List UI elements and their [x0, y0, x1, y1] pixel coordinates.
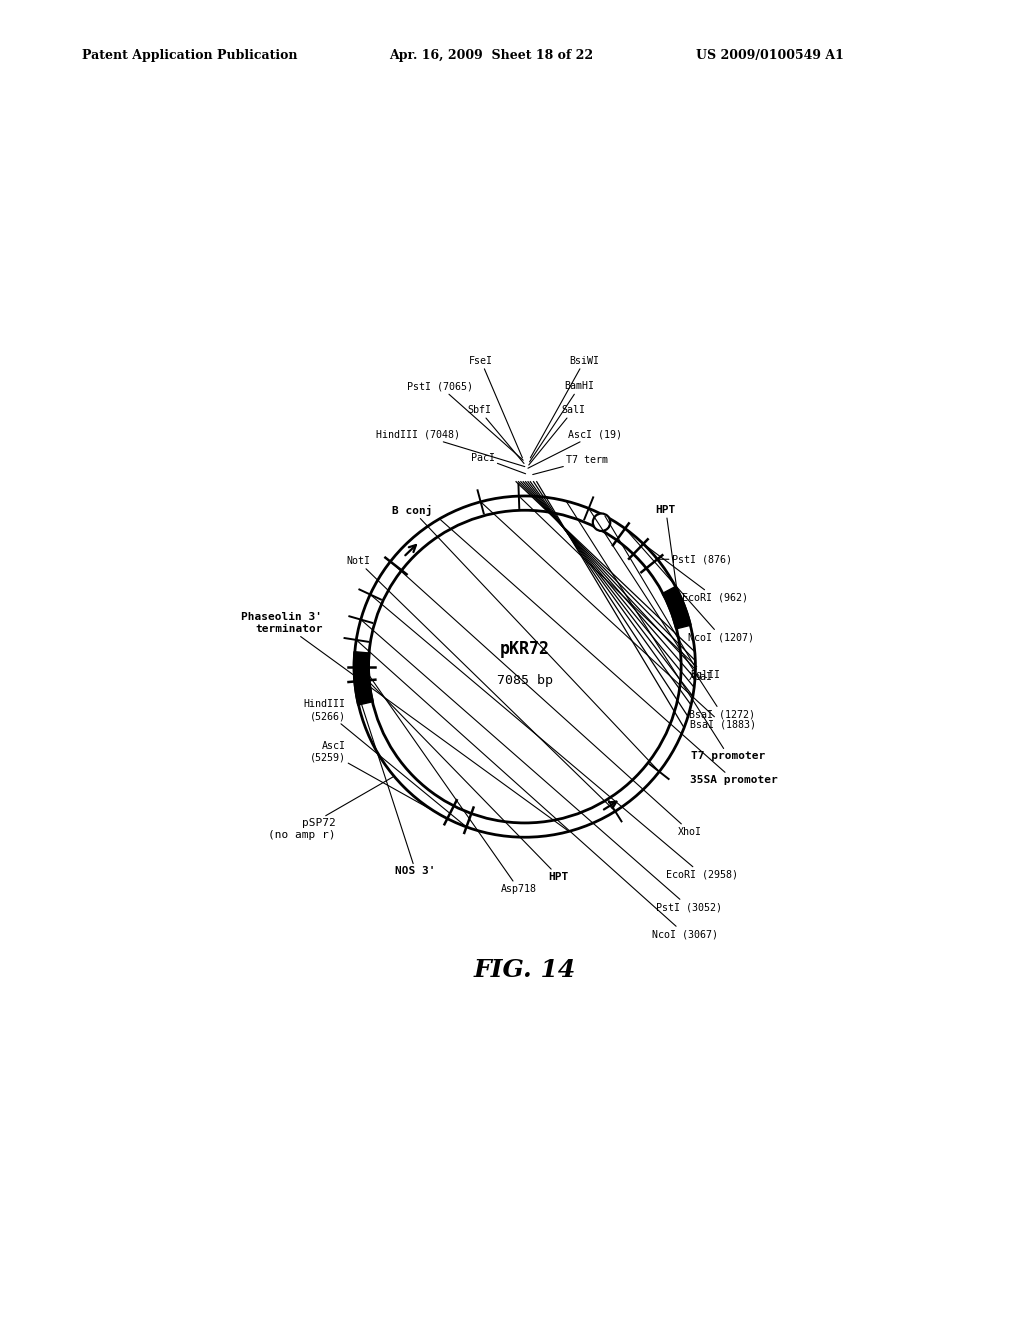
Text: XhoI: XhoI	[390, 561, 702, 837]
Text: T7 term: T7 term	[532, 455, 608, 475]
Text: 7085 bp: 7085 bp	[497, 675, 553, 688]
Text: Patent Application Publication: Patent Application Publication	[82, 49, 297, 62]
Text: EcoRI (962): EcoRI (962)	[643, 544, 748, 602]
Text: BsaI (1883): BsaI (1883)	[480, 502, 756, 730]
Text: HPT: HPT	[655, 506, 677, 589]
Text: FIG. 14: FIG. 14	[474, 958, 575, 982]
Polygon shape	[663, 586, 691, 628]
Text: pSP72
(no amp r): pSP72 (no amp r)	[268, 776, 394, 840]
Polygon shape	[353, 652, 373, 705]
Text: NotI: NotI	[346, 556, 615, 812]
Text: US 2009/0100549 A1: US 2009/0100549 A1	[696, 49, 844, 62]
Text: HindIII
(5266): HindIII (5266)	[303, 700, 467, 826]
Text: Apr. 16, 2009  Sheet 18 of 22: Apr. 16, 2009 Sheet 18 of 22	[389, 49, 593, 62]
Text: NOS 3': NOS 3'	[355, 685, 436, 876]
Text: BsaI (1272): BsaI (1272)	[589, 508, 755, 719]
Text: NcoI (3067): NcoI (3067)	[356, 640, 718, 939]
Text: B conj: B conj	[392, 504, 659, 772]
Text: SbfI: SbfI	[468, 405, 524, 463]
Text: HPT: HPT	[354, 667, 569, 882]
Text: EcoRI (2958): EcoRI (2958)	[370, 594, 738, 879]
Text: SalI: SalI	[528, 405, 586, 465]
Text: Asp718: Asp718	[354, 655, 537, 894]
Text: PstI (876): PstI (876)	[657, 554, 731, 565]
Text: 35SA promoter: 35SA promoter	[439, 519, 777, 785]
Circle shape	[593, 513, 610, 531]
Text: Phaseolin 3'
terminator: Phaseolin 3' terminator	[242, 612, 569, 832]
Text: pKR72: pKR72	[500, 640, 550, 659]
Text: PacI: PacI	[471, 453, 525, 474]
Text: FseI: FseI	[469, 356, 522, 458]
Text: PstI (7065): PstI (7065)	[408, 381, 523, 461]
Text: BsiWI: BsiWI	[530, 356, 599, 458]
Text: BamHI: BamHI	[529, 381, 595, 462]
Text: AscI
(5259): AscI (5259)	[309, 741, 447, 818]
Text: AscI (19): AscI (19)	[528, 429, 623, 469]
Text: NcoI (1207): NcoI (1207)	[625, 528, 755, 643]
Text: T7 promoter: T7 promoter	[566, 502, 766, 762]
Text: BglII: BglII	[519, 496, 720, 680]
Text: XbaI: XbaI	[605, 516, 713, 682]
Text: PstI (3052): PstI (3052)	[360, 619, 722, 912]
Text: HindIII (7048): HindIII (7048)	[376, 429, 524, 466]
